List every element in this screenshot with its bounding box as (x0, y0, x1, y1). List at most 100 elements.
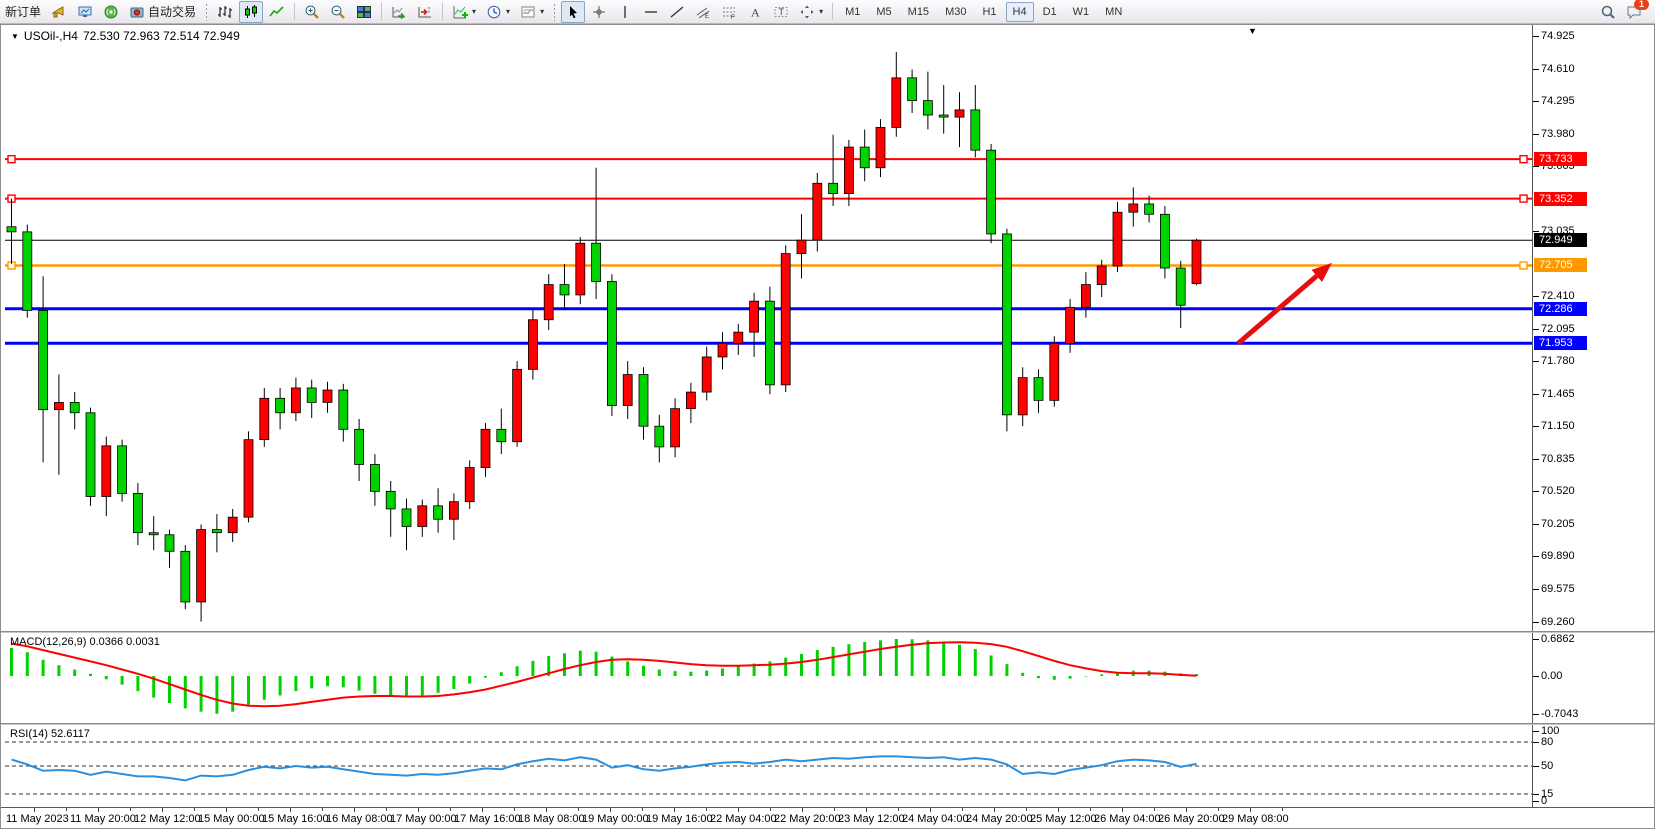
periods-button[interactable]: ▾ (482, 1, 514, 23)
time-axis[interactable]: 11 May 2023 11 May 20:00 12 May 12:00 15 Ma… (1, 807, 1654, 828)
templates-button[interactable]: ▾ (516, 1, 548, 23)
timeframe-h4-button[interactable]: H4 (1005, 1, 1034, 22)
vline-icon (617, 4, 633, 20)
collapse-triangle-icon[interactable]: ▼ (11, 31, 19, 41)
vertical-line-tool-button[interactable] (613, 1, 637, 23)
zoom-in-button[interactable] (300, 1, 324, 23)
price-axis[interactable]: 74.925 74.610 74.295 73.980 73.665 73.035 72.4… (1532, 25, 1654, 631)
candle-body (369, 464, 380, 492)
fibonacci-tool-button[interactable]: F (717, 1, 741, 23)
macd-panel[interactable]: MACD(12,26,9) 0.0366 0.0031 (5, 633, 1533, 723)
timeframe-mn-button[interactable]: MN (1105, 5, 1123, 18)
line-handle[interactable] (7, 154, 16, 164)
channel-tool-button[interactable]: E (691, 1, 715, 23)
timeframe-m30-button[interactable]: M30 (945, 5, 967, 18)
macd-chart (10, 639, 1198, 714)
candle-body (891, 77, 902, 128)
panel-separator[interactable] (1, 631, 1654, 633)
time-tick (674, 808, 675, 812)
trendline-tool-button[interactable] (665, 1, 689, 23)
bar-shift-marker[interactable]: ▼ (1248, 26, 1257, 36)
candle-body (306, 387, 317, 403)
candle-body (954, 109, 965, 118)
new-order-button[interactable]: 新订单 (1, 1, 45, 23)
horizontal-line-tool-button[interactable] (639, 1, 663, 23)
price-tick-label: 70.205 (1541, 517, 1575, 530)
time-tick (994, 808, 995, 812)
bar-chart-button[interactable] (213, 1, 237, 23)
macd-label: MACD(12,26,9) 0.0366 0.0031 (10, 636, 160, 648)
text-tool-button[interactable]: A (743, 1, 767, 23)
toolbar-grip[interactable] (205, 2, 209, 21)
search-icon (1600, 4, 1616, 20)
symbol-period-label: USOil-,H4 (23, 29, 78, 43)
time-tick (610, 808, 611, 812)
candle-body (812, 182, 823, 241)
price-chart-panel[interactable]: ▼ USOil-,H4 72.530 72.963 72.514 72.949 ▼ (5, 25, 1533, 631)
timeframe-h1-button[interactable]: H1 (982, 5, 997, 18)
time-tick (450, 808, 451, 811)
timeframe-d1-button[interactable]: D1 (1042, 5, 1057, 18)
candle-body (117, 445, 127, 494)
candle-body (1144, 203, 1154, 215)
macd-axis[interactable]: 0.6862 0.00 -0.7043 (1532, 633, 1654, 723)
toolbar-grip[interactable] (553, 2, 557, 21)
candle-body (180, 550, 191, 603)
candle-body (480, 428, 491, 468)
candle-body (923, 100, 933, 116)
line-handle[interactable] (1519, 194, 1528, 203)
rsi-panel[interactable]: RSI(14) 52.6117 (5, 725, 1533, 807)
crosshair-icon (591, 4, 607, 20)
auto-scroll-button[interactable] (387, 1, 411, 23)
timeframe-m1-button[interactable]: M1 (845, 5, 861, 18)
signals-button[interactable] (99, 1, 123, 23)
candle-body (227, 516, 238, 534)
tile-windows-button[interactable] (352, 1, 376, 23)
time-tick (578, 808, 579, 811)
rsi-axis[interactable]: 100 80 50 15 0 (1532, 725, 1654, 807)
chat-button[interactable]: 1 (1622, 0, 1649, 23)
trend-arrow-head[interactable] (1311, 262, 1332, 282)
zoom-out-button[interactable] (326, 1, 350, 23)
line-handle[interactable] (1519, 154, 1528, 164)
macd-tick-label: -0.7043 (1541, 708, 1579, 721)
chart-shift-button[interactable] (413, 1, 437, 23)
candle-body (401, 508, 412, 527)
arrows-tool-button[interactable]: ▾ (795, 1, 827, 23)
line-chart-button[interactable] (265, 1, 289, 23)
axis-tick (1533, 766, 1539, 767)
candle-body (69, 402, 80, 414)
sound-alert-button[interactable] (47, 1, 71, 23)
time-axis-label: 22 May 04:00 (710, 813, 777, 825)
candle-body (543, 284, 554, 321)
candle-body (1112, 211, 1123, 267)
search-button[interactable] (1596, 1, 1620, 23)
macd-tick-label: 0.00 (1541, 670, 1563, 682)
trend-arrow[interactable] (1236, 273, 1319, 346)
candle-body (749, 300, 759, 333)
axis-tick (1533, 231, 1539, 233)
axis-tick (1533, 295, 1539, 297)
axis-tick (1533, 458, 1539, 460)
timeframe-m15-button[interactable]: M15 (907, 5, 930, 18)
autotrade-button[interactable]: 自动交易 (125, 1, 200, 23)
label-tool-button[interactable]: T (769, 1, 793, 23)
time-tick (898, 808, 899, 811)
candle-body (1096, 265, 1107, 285)
chevron-down-icon: ▾ (819, 7, 824, 16)
candle-body (417, 505, 428, 527)
crosshair-tool-button[interactable] (587, 1, 611, 23)
line-handle[interactable] (1519, 261, 1528, 270)
cursor-tool-button[interactable] (561, 0, 586, 23)
candlestick-chart-button[interactable] (239, 0, 264, 23)
time-tick (258, 808, 259, 811)
chevron-down-icon: ▾ (472, 7, 477, 16)
timeframe-m5-button[interactable]: M5 (876, 5, 892, 18)
panel-separator[interactable] (1, 723, 1654, 725)
candle-body (322, 389, 333, 403)
indicators-button[interactable]: ▾ (448, 1, 480, 23)
market-watch-button[interactable] (73, 1, 97, 23)
timeframe-w1-button[interactable]: W1 (1072, 5, 1090, 18)
rsi-chart (5, 741, 1533, 795)
toolbar-separator (442, 3, 444, 20)
